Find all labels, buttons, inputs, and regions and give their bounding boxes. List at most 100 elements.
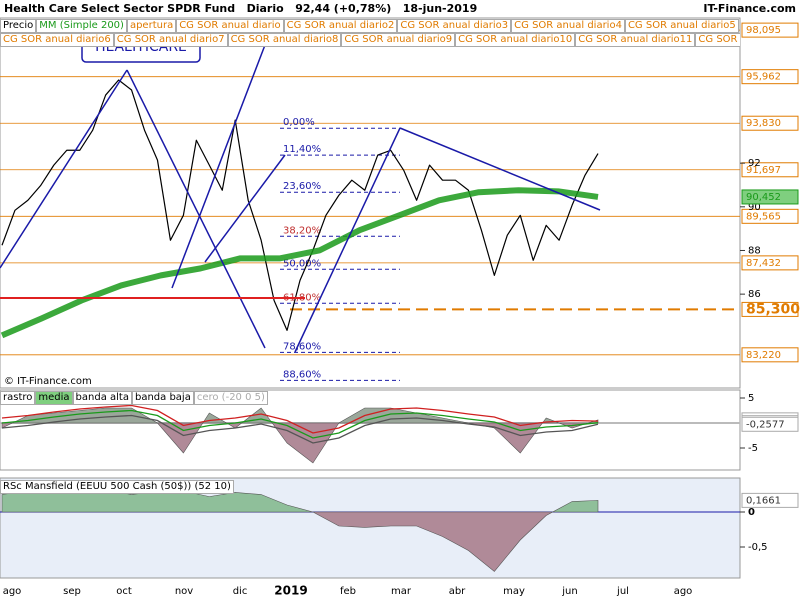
legend-item: CG SOR anual diario2: [283, 19, 398, 33]
fib-label: 50,00%: [283, 258, 321, 269]
osc-line: [1, 404, 599, 434]
x-tick-label: nov: [175, 586, 193, 597]
legend-item: media: [35, 391, 73, 405]
main-panel: [0, 17, 741, 389]
legend-row: rastro media banda alta banda baja cero (-20…: [0, 391, 268, 405]
value-tag: [741, 492, 799, 508]
copyright: © IT-Finance.com: [4, 376, 92, 387]
trend-line: [0, 69, 128, 269]
legend-row: RSc Mansfield (EEUU 500 Cash (50$)) (52 …: [0, 480, 234, 494]
legend-item: banda alta: [72, 391, 132, 405]
y-tick-label: 5: [748, 393, 754, 404]
header: Health Care Select Sector SPDR Fund Diar…: [0, 0, 800, 18]
legend-item: CG SOR anual diario4: [511, 19, 625, 33]
osc-layer: 5-50,62730,0609-0,2577: [0, 393, 799, 464]
value-tag-label: 98,095: [746, 25, 781, 36]
value-tag-label: 93,830: [746, 118, 781, 129]
value-tag-label: -0,2577: [746, 419, 785, 430]
value-tag: [741, 208, 799, 224]
legend-item: apertura: [126, 19, 177, 33]
legend-item: RSc Mansfield (EEUU 500 Cash (50$)) (52 …: [0, 480, 234, 494]
value-tag-label: 90,452: [746, 192, 781, 203]
x-axis: ago sep oct nov dic 2019 feb mar abr may jun jul ago: [3, 584, 693, 598]
y-tick-label: -0,5: [748, 542, 768, 553]
fib-label: 88,60%: [283, 369, 321, 380]
value-tag: [741, 22, 799, 38]
trend-line: [399, 127, 601, 211]
value-tag-label: 91,697: [746, 165, 781, 176]
moving-average: [0, 187, 599, 339]
value-tag: [741, 301, 799, 317]
x-tick-label: dic: [233, 586, 248, 597]
fib-label: 23,60%: [283, 181, 321, 192]
y-tick-label: -5: [748, 443, 758, 454]
y-tick-label: 86: [748, 289, 761, 300]
value-tag: [741, 347, 799, 363]
trend-line: [171, 44, 266, 289]
value-tag: [741, 69, 799, 85]
x-tick-label: may: [503, 586, 525, 597]
date: 18-jun-2019: [402, 2, 478, 15]
legend-item: CG SOR anual diario6: [0, 33, 114, 47]
value-tag-label: 89,565: [746, 211, 781, 222]
fib-label: 78,60%: [283, 341, 321, 352]
legend-item: cero (-20 0 5): [193, 391, 268, 405]
legend-item: banda baja: [131, 391, 194, 405]
x-tick-label: jun: [561, 586, 577, 597]
x-tick-label: ago: [674, 586, 693, 597]
legend-row: CG SOR anual diario6 CG SOR anual diario7…: [0, 33, 740, 47]
y-tick-label: 92: [748, 158, 761, 169]
fib-label: 0,00%: [283, 117, 315, 128]
legend-item: MM (Simple 200): [36, 19, 127, 33]
value-tag: [741, 162, 799, 178]
x-tick-label: mar: [391, 586, 412, 597]
value-tag-label: 0,1661: [746, 495, 781, 506]
title: Health Care Select Sector SPDR Fund Diar…: [4, 0, 477, 18]
legend-item: CG SOR anual diario5: [624, 19, 739, 33]
legend-item: CG SOR anual diario8: [227, 33, 342, 47]
price: 92,44 (+0,78%): [295, 2, 392, 15]
osc-line: [1, 409, 599, 439]
legend-item: CG SOR anual diario11: [575, 33, 696, 47]
osc-line: [1, 414, 599, 444]
y-tick-label: 0: [748, 507, 755, 518]
legend-item: CG SOR anual: [695, 33, 740, 47]
x-tick-label: jul: [616, 586, 629, 597]
x-tick-label: sep: [63, 586, 81, 597]
value-tag-label: 83,220: [746, 350, 781, 361]
price-line: [1, 79, 599, 331]
value-tag: [741, 255, 799, 271]
x-tick-label: 2019: [274, 584, 307, 598]
legend-item: CG SOR anual diario10: [455, 33, 576, 47]
period: Diario: [246, 2, 284, 15]
value-tag: [741, 416, 799, 432]
trend-line: [126, 69, 266, 349]
y-tick-label: 90: [748, 202, 761, 213]
x-tick-label: feb: [340, 586, 356, 597]
legend-item: rastro: [0, 391, 36, 405]
trend-line: [204, 154, 286, 263]
value-tag: [741, 189, 799, 205]
fib-label: 38,20%: [283, 225, 321, 236]
fib-label: 11,40%: [283, 144, 321, 155]
legend-item: CG SOR anual diario7: [113, 33, 228, 47]
x-tick-label: oct: [116, 586, 132, 597]
site: IT-Finance.com: [703, 2, 796, 15]
legend-item: Precio: [0, 19, 37, 33]
trend-line: [294, 127, 401, 353]
value-tag-label: 87,432: [746, 258, 781, 269]
x-tick-label: ago: [3, 586, 22, 597]
value-tag: [741, 115, 799, 131]
x-tick-label: abr: [449, 586, 466, 597]
legend-item: CG SOR anual diario9: [341, 33, 456, 47]
y-tick-label: 88: [748, 245, 761, 256]
legend-item: CG SOR anual diario: [176, 19, 284, 33]
value-tag-label: 95,962: [746, 72, 781, 83]
legend-item: CG SOR anual diario3: [397, 19, 512, 33]
trend-lines: [0, 44, 601, 353]
value-tag-label: 85,300: [746, 301, 800, 317]
title-text: Health Care Select Sector SPDR Fund: [4, 2, 236, 15]
legend-row: Precio MM (Simple 200) apertura CG SOR anua…: [0, 19, 740, 33]
